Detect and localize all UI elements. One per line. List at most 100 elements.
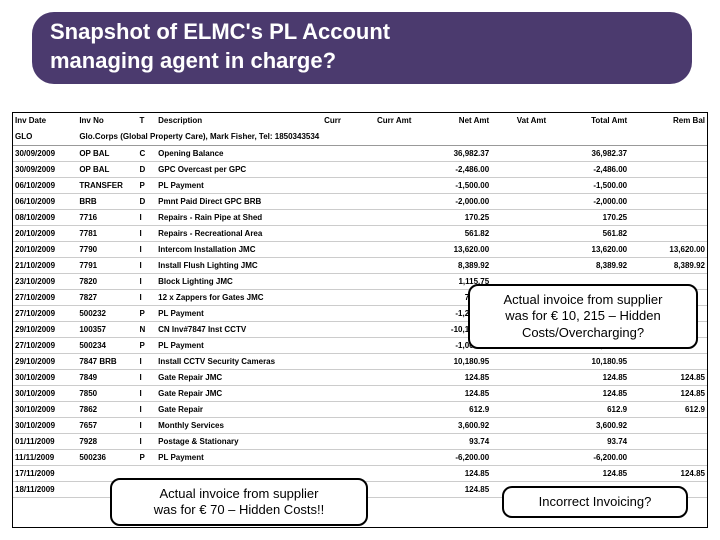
cell-t: D xyxy=(137,194,156,210)
col-curramt: Curr Amt xyxy=(353,113,413,129)
cell-curr xyxy=(322,306,353,322)
cell-desc: Repairs - Recreational Area xyxy=(156,226,322,242)
cell-curr xyxy=(322,162,353,178)
cell-desc: Gate Repair JMC xyxy=(156,386,322,402)
cell-vat xyxy=(491,178,548,194)
cell-total: 124.85 xyxy=(548,466,629,482)
cell-curramt xyxy=(353,210,413,226)
cell-total: 124.85 xyxy=(548,386,629,402)
col-t: T xyxy=(137,113,156,129)
cell-desc: Postage & Stationary xyxy=(156,434,322,450)
cell-vat xyxy=(491,354,548,370)
cell-desc: Monthly Services xyxy=(156,418,322,434)
cell-net: 13,620.00 xyxy=(413,242,491,258)
cell-curr xyxy=(322,434,353,450)
cell-curr xyxy=(322,322,353,338)
col-invdate: Inv Date xyxy=(13,113,77,129)
cell-date: 27/10/2009 xyxy=(13,306,77,322)
cell-vat xyxy=(491,466,548,482)
cell-vat xyxy=(491,434,548,450)
cell-net: 124.85 xyxy=(413,386,491,402)
cell-net: 36,982.37 xyxy=(413,146,491,162)
cell-total: 8,389.92 xyxy=(548,258,629,274)
col-curr: Curr xyxy=(322,113,353,129)
cell-rem xyxy=(629,226,707,242)
cell-desc: GPC Overcast per GPC xyxy=(156,162,322,178)
cell-invno: 7716 xyxy=(77,210,137,226)
cell-invno: OP BAL xyxy=(77,146,137,162)
cell-date: 30/09/2009 xyxy=(13,162,77,178)
cell-date: 06/10/2009 xyxy=(13,178,77,194)
cell-net: -6,200.00 xyxy=(413,450,491,466)
cell-t: C xyxy=(137,146,156,162)
cell-vat xyxy=(491,450,548,466)
cell-invno: 500234 xyxy=(77,338,137,354)
cell-net: 561.82 xyxy=(413,226,491,242)
cell-curr xyxy=(322,402,353,418)
cell-curramt xyxy=(353,290,413,306)
cell-t: I xyxy=(137,418,156,434)
cell-curr xyxy=(322,354,353,370)
cell-curramt xyxy=(353,226,413,242)
table-row: 30/10/20097657IMonthly Services3,600.923… xyxy=(13,418,707,434)
cell-net: -2,000.00 xyxy=(413,194,491,210)
cell-date: 23/10/2009 xyxy=(13,274,77,290)
cell-curramt xyxy=(353,402,413,418)
cell-curramt xyxy=(353,242,413,258)
cell-curr xyxy=(322,242,353,258)
cell-t: I xyxy=(137,402,156,418)
table-row: 30/10/20097850IGate Repair JMC124.85124.… xyxy=(13,386,707,402)
callout-hidden-costs-2: Actual invoice from supplier was for € 7… xyxy=(110,478,368,527)
cell-curr xyxy=(322,258,353,274)
cell-vat xyxy=(491,258,548,274)
cell-invno: 7820 xyxy=(77,274,137,290)
cell-date: 30/10/2009 xyxy=(13,370,77,386)
cell-invno: 7862 xyxy=(77,402,137,418)
col-invno: Inv No xyxy=(77,113,137,129)
cell-vat xyxy=(491,418,548,434)
table-subheader-row: GLO Glo.Corps (Global Property Care), Ma… xyxy=(13,129,707,146)
cell-rem: 124.85 xyxy=(629,370,707,386)
cell-net: 170.25 xyxy=(413,210,491,226)
cell-t: I xyxy=(137,290,156,306)
cell-date: 20/10/2009 xyxy=(13,226,77,242)
table-row: 08/10/20097716IRepairs - Rain Pipe at Sh… xyxy=(13,210,707,226)
cell-net: 612.9 xyxy=(413,402,491,418)
cell-t: P xyxy=(137,450,156,466)
cell-total: -6,200.00 xyxy=(548,450,629,466)
cell-rem xyxy=(629,178,707,194)
callout-incorrect-invoicing: Incorrect Invoicing? xyxy=(502,486,688,518)
cell-curramt xyxy=(353,370,413,386)
table-row: 06/10/2009TRANSFERPPL Payment-1,500.00-1… xyxy=(13,178,707,194)
callout3-text: Incorrect Invoicing? xyxy=(539,494,652,509)
cell-total: -2,000.00 xyxy=(548,194,629,210)
table-header-row: Inv Date Inv No T Description Curr Curr … xyxy=(13,113,707,129)
cell-vat xyxy=(491,146,548,162)
callout1-line2: was for € 10, 215 – Hidden xyxy=(480,308,686,324)
cell-desc: Install Flush Lighting JMC xyxy=(156,258,322,274)
cell-date: 01/11/2009 xyxy=(13,434,77,450)
cell-invno: 7928 xyxy=(77,434,137,450)
cell-curramt xyxy=(353,338,413,354)
cell-t: I xyxy=(137,226,156,242)
cell-rem xyxy=(629,434,707,450)
cell-t: I xyxy=(137,354,156,370)
cell-curr xyxy=(322,178,353,194)
cell-t: I xyxy=(137,210,156,226)
cell-desc: Repairs - Rain Pipe at Shed xyxy=(156,210,322,226)
cell-invno: 7790 xyxy=(77,242,137,258)
cell-date: 08/10/2009 xyxy=(13,210,77,226)
cell-total: 93.74 xyxy=(548,434,629,450)
cell-curr xyxy=(322,290,353,306)
cell-rem xyxy=(629,210,707,226)
cell-curr xyxy=(322,194,353,210)
cell-desc: Gate Repair xyxy=(156,402,322,418)
cell-t: I xyxy=(137,242,156,258)
callout2-line1: Actual invoice from supplier xyxy=(122,486,356,502)
cell-vat xyxy=(491,242,548,258)
cell-curr xyxy=(322,146,353,162)
cell-total: 170.25 xyxy=(548,210,629,226)
cell-t: P xyxy=(137,306,156,322)
cell-rem xyxy=(629,194,707,210)
table-row: 30/10/20097849IGate Repair JMC124.85124.… xyxy=(13,370,707,386)
